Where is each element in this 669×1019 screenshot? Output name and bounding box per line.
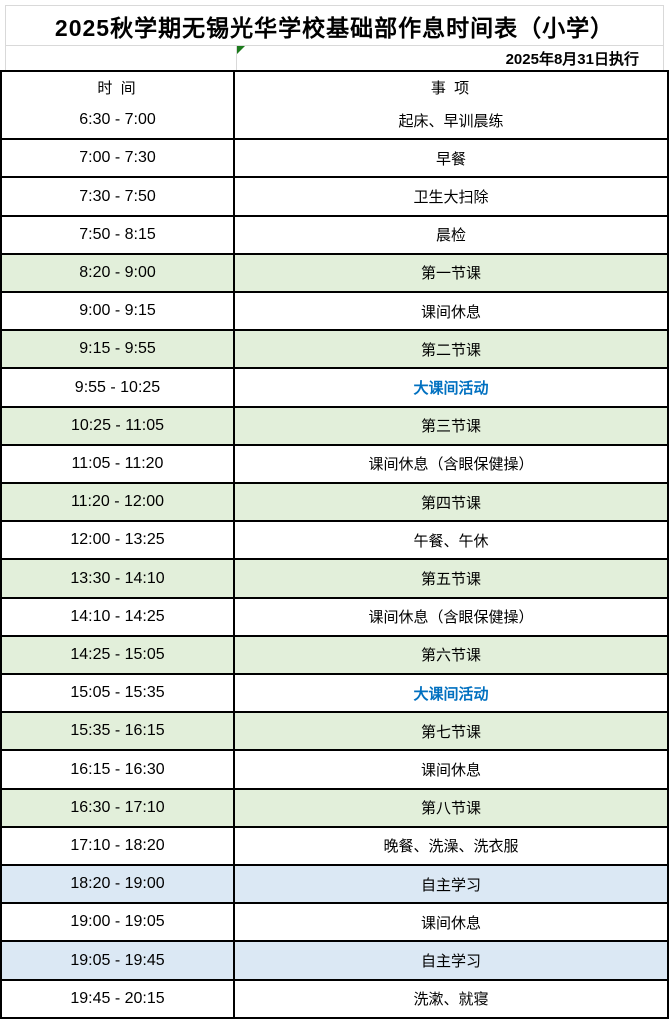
time-cell: 19:45 - 20:15 [2,980,235,1017]
time-cell: 8:20 - 9:00 [2,254,235,292]
table-row: 16:30 - 17:10 第八节课 [2,787,667,826]
event-cell: 起床、早训晨练 [398,112,504,130]
event-cell: 第六节课 [420,647,481,665]
time-cell: 7:50 - 8:15 [2,216,235,253]
table-row: 9:15 - 9:55 第二节课 [2,329,667,368]
effective-date: 2025年8月31日执行 [505,50,639,68]
header-event: 事 项 [430,79,472,97]
time-cell: 9:00 - 9:15 [2,293,235,330]
table-row: 10:25 - 11:05 第三节课 [2,405,667,444]
table-row: 7:00 - 7:30 早餐 [2,138,667,177]
green-corner-flag-icon [237,46,245,54]
table-row: 16:15 - 16:30 课间休息 [2,749,667,788]
event-cell: 课间休息（含眼保健操） [368,609,534,627]
event-cell: 第三节课 [420,418,481,436]
event-cell: 洗漱、就寝 [413,991,489,1009]
time-cell: 16:15 - 16:30 [2,751,235,788]
event-cell: 课间休息 [420,914,481,932]
time-cell: 16:30 - 17:10 [2,789,235,826]
event-cell: 课间休息（含眼保健操） [368,456,534,474]
time-cell: 19:00 - 19:05 [2,904,235,941]
time-cell: 6:30 - 7:00 [2,102,235,139]
event-cell: 自主学习 [420,953,481,971]
time-cell: 7:30 - 7:50 [2,178,235,215]
table-row: 17:10 - 18:20 晚餐、洗澡、洗衣服 [2,825,667,865]
time-cell: 14:10 - 14:25 [2,598,235,635]
event-cell: 课间休息 [420,762,481,780]
table-row: 8:20 - 9:00 第一节课 [2,252,667,292]
event-cell: 大课间活动 [413,380,489,398]
table-row: 14:25 - 15:05 第六节课 [2,634,667,674]
time-cell: 13:30 - 14:10 [2,560,235,597]
table-row: 18:20 - 19:00 自主学习 [2,864,667,903]
event-cell: 卫生大扫除 [413,189,489,206]
event-cell: 午餐、午休 [413,532,489,550]
time-cell: 15:05 - 15:35 [2,675,235,712]
table-row: 7:50 - 8:15 晨检 [2,214,667,253]
page-title: 2025秋学期无锡光华学校基础部作息时间表（小学） [5,5,664,46]
time-cell: 19:05 - 19:45 [2,942,235,979]
time-cell: 11:05 - 11:20 [2,445,235,483]
event-cell: 第二节课 [420,341,481,359]
event-cell: 第八节课 [420,800,481,818]
event-cell: 大课间活动 [413,685,489,703]
time-cell: 10:25 - 11:05 [2,407,235,444]
schedule-table: 时 间 事 项 6:30 - 7:00 起床、早训晨练 7:00 - 7:30 … [0,70,669,1019]
time-cell: 18:20 - 19:00 [2,866,235,903]
table-header-row: 时 间 事 项 [2,72,667,102]
table-row: 9:55 - 10:25 大课间活动 [2,367,667,406]
header-time: 时 间 [2,72,235,102]
table-row: 12:00 - 13:25 午餐、午休 [2,520,667,559]
event-cell: 第一节课 [420,265,481,283]
time-cell: 9:15 - 9:55 [2,331,235,368]
time-cell: 15:35 - 16:15 [2,713,235,750]
table-row: 14:10 - 14:25 课间休息（含眼保健操） [2,596,667,635]
event-cell: 早餐 [435,150,466,168]
time-cell: 12:00 - 13:25 [2,522,235,559]
top-section: 2025秋学期无锡光华学校基础部作息时间表（小学） 2025年8月31日执行 [0,0,669,70]
time-cell: 14:25 - 15:05 [2,636,235,674]
time-cell: 17:10 - 18:20 [2,827,235,865]
event-cell: 课间休息 [420,303,481,321]
table-row: 11:05 - 11:20 课间休息（含眼保健操） [2,443,667,483]
event-cell: 第四节课 [420,494,481,512]
time-cell: 9:55 - 10:25 [2,369,235,406]
table-row: 15:05 - 15:35 大课间活动 [2,673,667,712]
event-cell: 自主学习 [420,876,481,894]
event-cell: 晚餐、洗澡、洗衣服 [383,838,519,856]
table-row: 19:00 - 19:05 课间休息 [2,902,667,941]
effective-date-row: 2025年8月31日执行 [5,46,664,70]
event-cell: 第七节课 [420,723,481,741]
event-cell: 第五节课 [420,571,481,589]
event-cell: 晨检 [435,227,466,245]
table-row: 13:30 - 14:10 第五节课 [2,558,667,597]
table-row: 15:35 - 16:15 第七节课 [2,711,667,750]
table-row: 7:30 - 7:50 卫生大扫除 [2,176,667,215]
table-row: 6:30 - 7:00 起床、早训晨练 [2,102,667,139]
time-cell: 7:00 - 7:30 [2,140,235,177]
table-row: 19:05 - 19:45 自主学习 [2,940,667,979]
table-row: 11:20 - 12:00 第四节课 [2,482,667,521]
time-cell: 11:20 - 12:00 [2,484,235,521]
table-row: 9:00 - 9:15 课间休息 [2,291,667,330]
table-row: 19:45 - 20:15 洗漱、就寝 [2,978,667,1017]
